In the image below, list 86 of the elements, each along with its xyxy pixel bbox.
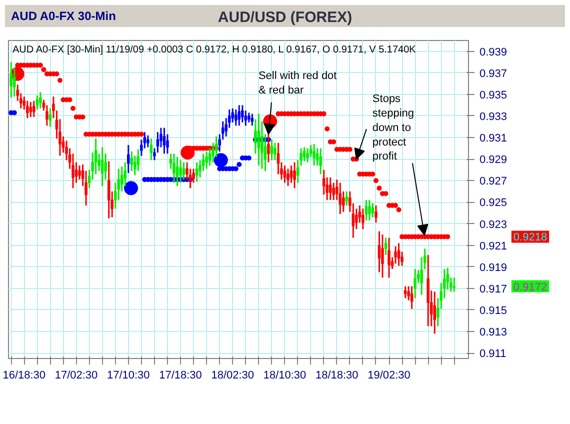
candlestick [205,150,208,170]
candlestick [100,146,104,187]
candlestick [274,142,276,161]
y-tick-label: 0.925 [480,197,508,210]
y-tick-label: 0.911 [480,348,506,360]
candlestick [234,108,238,126]
candlestick [371,202,374,218]
y-tick-label: 0.919 [480,262,508,274]
annotation: Stops stepping down to protect profit [372,93,414,163]
candlestick [46,104,48,126]
text: 0.9172 [513,281,548,294]
y-tick-label: 0.933 [480,110,508,123]
candlestick [29,101,32,118]
candlestick [104,152,107,180]
y-tick-label: 0.915 [480,304,508,317]
candlestick [72,152,74,189]
candlestick [319,148,322,175]
text: 0.9218 [513,232,548,244]
candlestick [414,268,416,299]
chart-title: AUD/USD (FOREX) [218,9,352,26]
candlestick [364,199,368,222]
y-tick-label: 0.937 [480,68,508,80]
candlestick [238,104,241,126]
y-tick-label: 0.935 [480,89,508,102]
y-tick-label: 0.921 [480,240,508,252]
text: AUD A0-FX 30-Min [11,8,116,25]
candlestick [39,91,42,110]
candlestick [452,276,456,292]
candlestick [410,286,414,310]
candlestick [192,168,195,184]
candlestick [368,199,371,222]
candlestick [248,112,250,124]
y-tick-label: 0.939 [480,46,508,58]
candlestick [362,208,364,230]
candlestick [136,148,140,172]
candlestick [162,127,166,154]
candlestick [146,134,150,148]
candlestick [312,143,316,166]
candlestick [381,234,384,278]
candlestick [48,108,52,128]
candlestick [306,148,309,164]
candlestick [107,160,110,220]
candlestick [270,138,274,161]
candlestick [290,164,293,184]
candlestick [345,190,348,206]
y-tick-label: 0.913 [480,326,508,339]
candlestick [286,168,290,187]
x-tick-label: 17/02:30 [54,370,98,382]
candlestick [433,290,436,334]
candlestick [384,237,388,256]
candlestick [302,146,306,162]
candlestick [126,144,130,174]
y-tick-label: 0.931 [480,132,508,145]
x-tick-label: 19/02:30 [368,370,410,382]
chart-subtitle: AUD A0-FX [30-Min] 11/19/09 +0.0003 C 0.9172, H 0.9180, L 0.9167, O 0.9171, V 5.1740K [12,44,416,56]
candlestick [130,150,134,172]
candlestick [404,286,407,299]
candlestick [338,182,342,215]
candlestick [293,162,296,189]
annotation: Sell with red dot & red bar [258,70,337,96]
candlestick [328,176,332,201]
candlestick [32,100,36,118]
candlestick [156,131,160,154]
y-tick-label: 0.927 [480,176,508,188]
y-tick-label: 0.923 [480,218,508,231]
x-tick-label: 18/10:30 [263,370,306,382]
candlestick [283,164,286,184]
x-tick-label: 16/18:30 [2,370,46,382]
y-tick-label: 0.917 [480,283,508,296]
candlestick [388,237,390,278]
x-tick-label: 18/18:30 [315,370,358,382]
candlestick [182,162,186,180]
candlestick [150,138,153,161]
x-tick-label: 18/02:30 [211,370,254,382]
candlestick [397,242,400,267]
candlestick [250,113,254,126]
candlestick [374,204,378,224]
candlestick [10,61,12,98]
candlestick [26,100,29,119]
candlestick [426,254,430,327]
x-tick-label: 17/10:30 [106,370,150,382]
y-tick-label: 0.929 [480,154,508,166]
candlestick [241,104,244,124]
x-tick-label: 17/18:30 [159,370,202,382]
candlestick [36,94,39,110]
candlestick [254,118,257,154]
